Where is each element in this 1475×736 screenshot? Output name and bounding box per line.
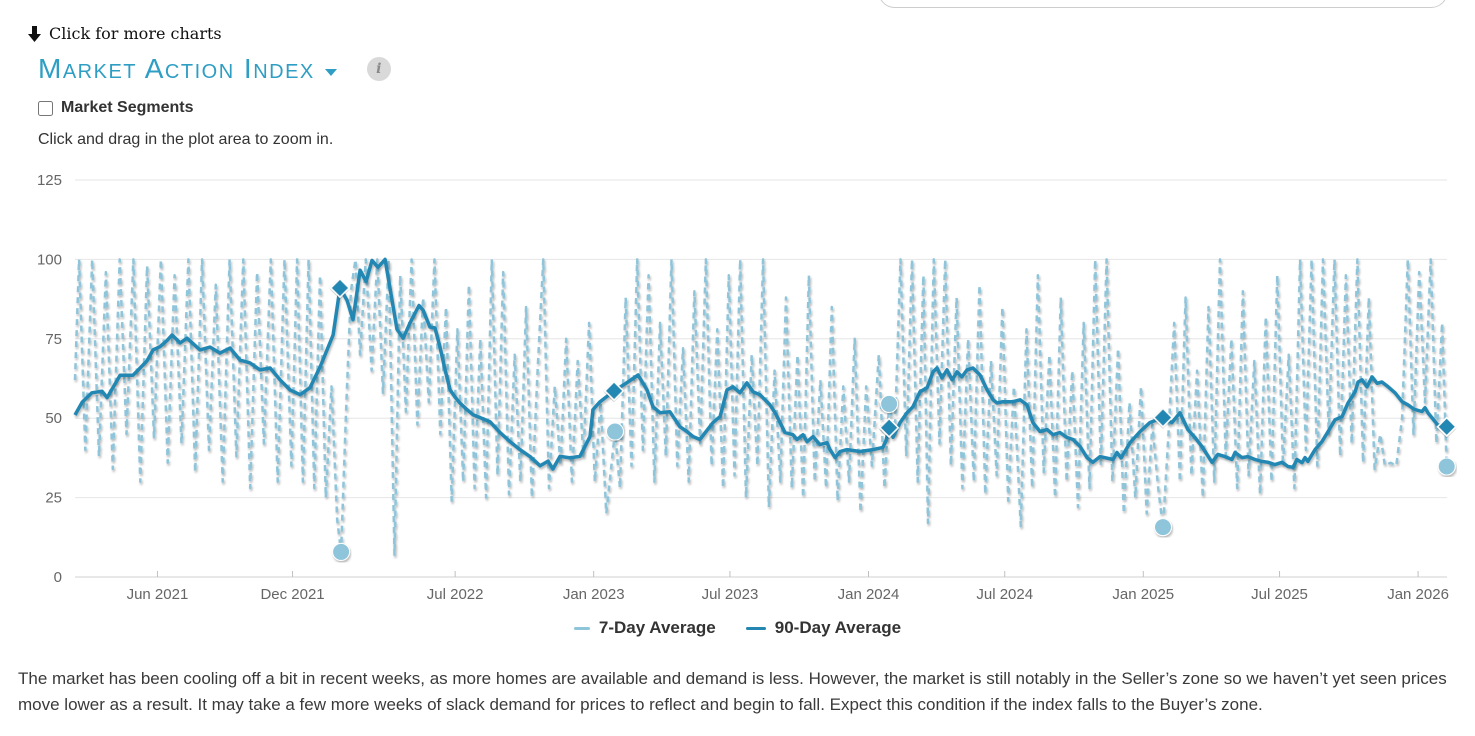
x-axis-label: Jan 2026: [1387, 586, 1449, 603]
chart-legend: 7-Day Average 90-Day Average: [0, 618, 1475, 638]
legend-label: 7-Day Average: [598, 618, 716, 637]
more-charts-label: Click for more charts: [49, 24, 222, 43]
year-marker-circle[interactable]: [1437, 457, 1456, 476]
ninety-day-line[interactable]: [73, 257, 1448, 471]
seven-day-line[interactable]: [73, 258, 1448, 557]
year-marker-circle[interactable]: [605, 422, 624, 441]
year-marker-diamond[interactable]: [878, 417, 900, 438]
down-arrow-icon: [28, 25, 41, 42]
year-marker-diamond[interactable]: [1436, 416, 1457, 438]
year-marker-diamond[interactable]: [603, 380, 625, 402]
year-marker-diamond[interactable]: [1152, 407, 1174, 428]
legend-label: 90-Day Average: [774, 618, 902, 637]
x-axis-label: Jan 2023: [563, 586, 625, 603]
legend-item-7-day[interactable]: 7-Day Average: [573, 618, 716, 638]
y-axis-label: 100: [37, 251, 62, 268]
more-charts-link[interactable]: Click for more charts: [27, 24, 222, 43]
zoom-hint-text: Click and drag in the plot area to zoom …: [38, 131, 334, 148]
y-axis-label: 0: [54, 569, 62, 586]
info-icon[interactable]: i: [366, 57, 391, 81]
x-axis-label: Jun 2021: [127, 586, 189, 603]
y-axis-label: 50: [45, 410, 62, 427]
market-segments-label: Market Segments: [61, 99, 194, 116]
y-axis-label: 75: [45, 331, 62, 348]
x-axis-label: Jul 2023: [702, 586, 759, 603]
x-axis-label: Jan 2025: [1112, 586, 1174, 603]
x-axis-label: Jul 2024: [976, 586, 1033, 603]
x-axis-label: Dec 2021: [260, 586, 324, 603]
x-axis-label: Jul 2022: [427, 586, 484, 603]
year-marker-diamond[interactable]: [329, 277, 351, 299]
market-segments-checkbox[interactable]: [38, 100, 53, 116]
year-marker-circle[interactable]: [880, 394, 899, 413]
chevron-down-icon: [324, 68, 337, 76]
x-axis-label: Jan 2024: [838, 586, 900, 603]
market-action-index-chart[interactable]: 0 25 50 75 100 125 Jun 2021 Dec 2021 Jul 2022 Jan…: [0, 0, 1475, 616]
legend-swatch: [745, 626, 766, 630]
page-title: Market Action Index: [38, 53, 315, 84]
year-marker-circle[interactable]: [332, 542, 351, 561]
y-axis-label: 25: [45, 490, 62, 507]
y-axis-label: 125: [37, 172, 62, 189]
chart-title-dropdown[interactable]: Market Action Index: [38, 53, 337, 85]
x-axis-label: Jul 2025: [1251, 586, 1308, 603]
year-marker-circle[interactable]: [1153, 518, 1172, 537]
legend-item-90-day[interactable]: 90-Day Average: [745, 618, 902, 638]
market-summary-text: The market has been cooling off a bit in…: [18, 669, 1447, 715]
legend-swatch: [573, 626, 590, 630]
